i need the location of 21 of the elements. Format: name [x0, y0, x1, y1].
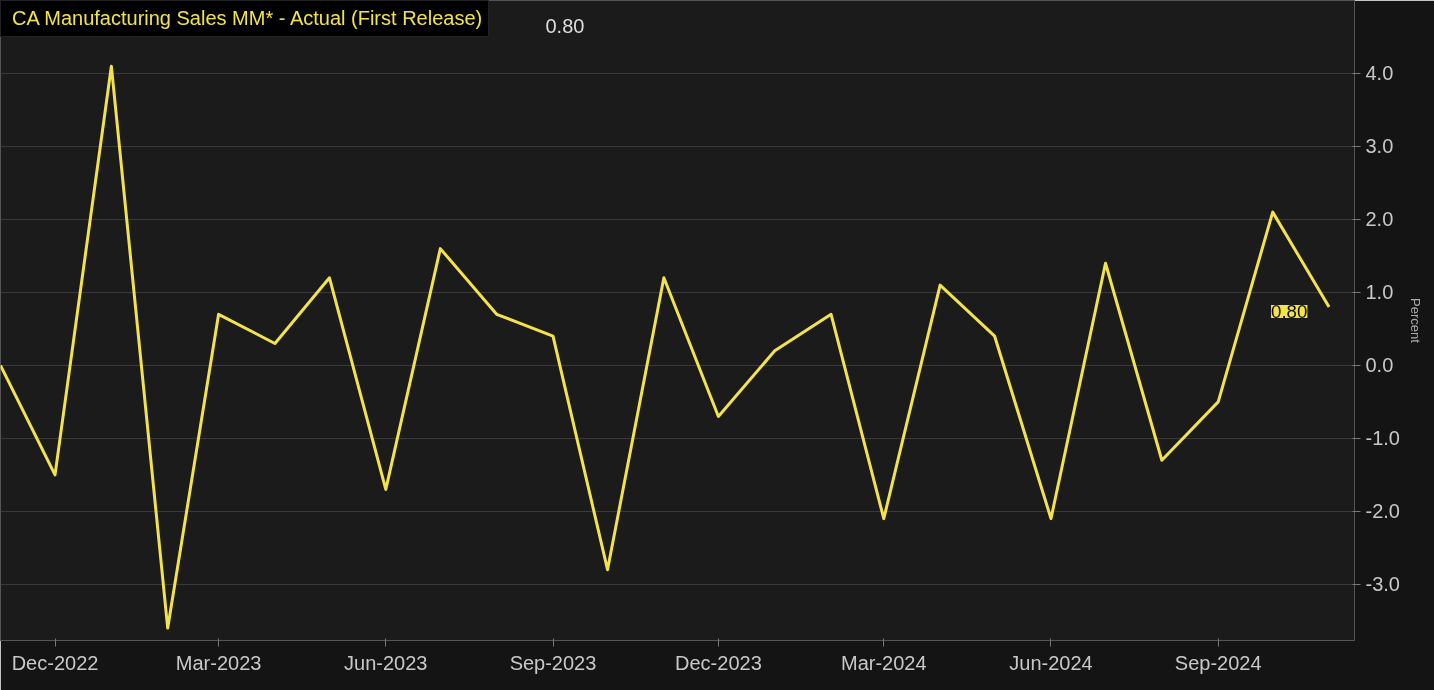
y-tick-label: 3.0: [1365, 135, 1394, 158]
x-tick-label: Jun-2023: [344, 651, 428, 674]
x-tick-label: Mar-2024: [840, 651, 927, 674]
line-series: [0, 64, 1331, 630]
y-tick-label: -2.0: [1365, 500, 1400, 523]
y-tick-label: -3.0: [1365, 573, 1400, 596]
x-tick-label: Sep-2024: [1174, 651, 1262, 674]
x-tick-label: Mar-2023: [175, 651, 262, 674]
y-axis-title: Percent: [1407, 298, 1423, 344]
text: CA Manufacturing Sales MM* - Actual (First Release): [12, 7, 483, 30]
x-tick-label: Dec-2022: [11, 651, 99, 674]
y-tick-label: 0.0: [1365, 354, 1394, 377]
y-tick-label: 2.0: [1365, 208, 1394, 231]
annotation: 0.80: [1271, 301, 1308, 322]
x-tick-label: Jun-2024: [1009, 651, 1093, 674]
annotation: 0.80: [545, 14, 585, 37]
x-tick-label: Dec-2023: [675, 651, 762, 674]
y-tick-label: 1.0: [1365, 281, 1394, 304]
y-tick-label: 4.0: [1365, 62, 1394, 85]
x-tick-label: Sep-2023: [509, 651, 597, 674]
y-tick-label: -1.0: [1365, 427, 1400, 450]
